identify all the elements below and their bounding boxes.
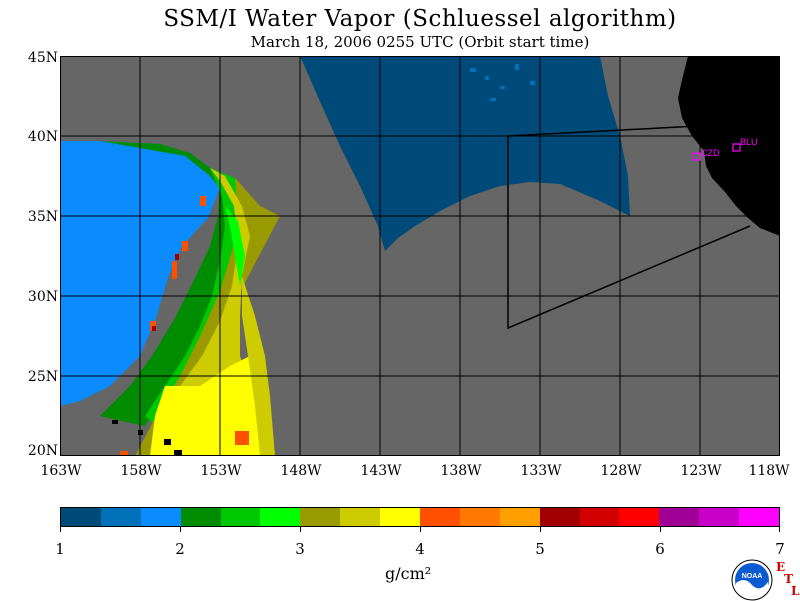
colorbar-label-6: 6 <box>655 540 665 558</box>
colorbar-swatch-5 <box>260 508 301 526</box>
lat-label-40n: 40N <box>27 129 58 145</box>
etl-letter-e: E <box>776 560 786 574</box>
station-blu-label: BLU <box>740 137 758 147</box>
lon-label-153w: 153W <box>200 463 242 479</box>
colorbar-tick-4 <box>420 526 421 532</box>
colorbar-tick-6 <box>660 526 661 532</box>
colorbar-swatch-11 <box>499 508 540 526</box>
colorbar-tick-2 <box>180 526 181 532</box>
colorbar-swatch-7 <box>340 508 381 526</box>
station-blu-marker <box>732 143 741 152</box>
lon-label-148w: 148W <box>280 463 322 479</box>
chart-subtitle: March 18, 2006 0255 UTC (Orbit start tim… <box>250 33 590 51</box>
etl-letter-t: T <box>784 572 793 586</box>
swath-west-green <box>100 141 230 426</box>
lat-label-45n: 45N <box>27 50 58 66</box>
stations <box>692 143 741 161</box>
lat-label-30n: 30N <box>27 289 58 305</box>
colorbar-swatch-14 <box>619 508 660 526</box>
colorbar-swatch-13 <box>579 508 620 526</box>
colorbar-tick-3 <box>300 526 301 532</box>
lat-label-25n: 25N <box>27 369 58 385</box>
lon-label-163w: 163W <box>40 463 82 479</box>
chart-title: SSM/I Water Vapor (Schluessel algorithm) <box>163 6 677 32</box>
svg-text:NOAA: NOAA <box>742 573 763 580</box>
lon-label-133w: 133W <box>520 463 562 479</box>
colorbar-swatch-10 <box>459 508 500 526</box>
swath-west-edge <box>225 206 245 286</box>
colorbar-swatch-6 <box>300 508 341 526</box>
colorbar-label-1: 1 <box>55 540 65 558</box>
map-canvas: CZD BLU <box>60 56 780 456</box>
lon-label-138w: 138W <box>440 463 482 479</box>
colorbar-swatch-2 <box>140 508 181 526</box>
colorbar-tick-5 <box>540 526 541 532</box>
lon-label-128w: 128W <box>600 463 642 479</box>
land-north-america <box>678 56 780 236</box>
station-czd-label: CZD <box>701 148 720 158</box>
lon-label-158w: 158W <box>120 463 162 479</box>
graticule <box>60 56 780 456</box>
colorbar <box>60 507 780 527</box>
colorbar-label-5: 5 <box>535 540 545 558</box>
colorbar-swatch-4 <box>220 508 261 526</box>
lon-label-143w: 143W <box>360 463 402 479</box>
colorbar-swatch-12 <box>539 508 580 526</box>
colorbar-swatch-8 <box>380 508 421 526</box>
colorbar-label-2: 2 <box>175 540 185 558</box>
swath-north <box>300 56 630 251</box>
colorbar-tick-7 <box>779 526 780 532</box>
colorbar-swatch-17 <box>739 508 780 526</box>
colorbar-swatch-1 <box>100 508 141 526</box>
water-vapor-map: CZD BLU <box>60 56 780 456</box>
lon-label-118w: 118W <box>748 463 790 479</box>
station-czd-marker <box>692 152 701 161</box>
colorbar-units: g/cm² <box>385 564 432 583</box>
lat-label-35n: 35N <box>27 209 58 225</box>
lon-label-123w: 123W <box>680 463 722 479</box>
colorbar-swatch-16 <box>699 508 740 526</box>
colorbar-swatch-3 <box>180 508 221 526</box>
colorbar-swatch-0 <box>61 508 101 526</box>
etl-letter-l: L <box>791 584 800 598</box>
study-domain-outline <box>507 125 751 330</box>
colorbar-tick-1 <box>60 526 61 532</box>
noaa-logo-icon: NOAA <box>731 559 773 601</box>
colorbar-label-4: 4 <box>415 540 425 558</box>
colorbar-label-7: 7 <box>775 540 785 558</box>
lat-label-20n: 20N <box>27 443 58 459</box>
colorbar-label-3: 3 <box>295 540 305 558</box>
swath-west-edge-2 <box>242 276 275 456</box>
colorbar-swatch-9 <box>420 508 460 526</box>
colorbar-swatch-15 <box>659 508 700 526</box>
